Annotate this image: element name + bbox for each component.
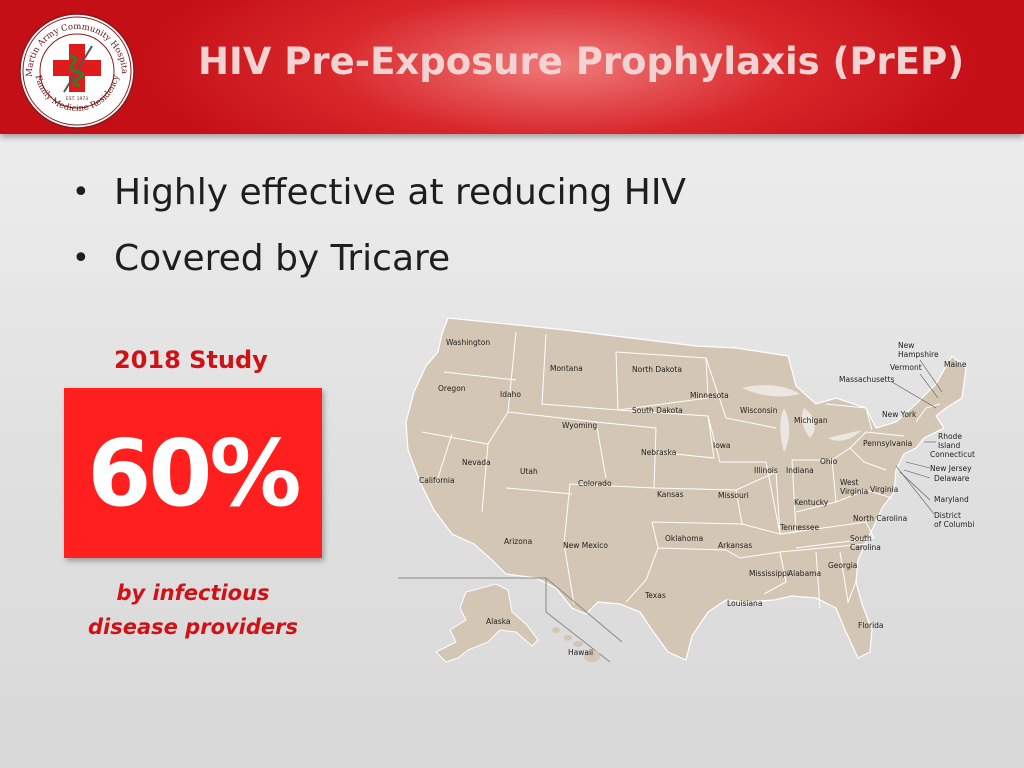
state-label: Carolina — [850, 543, 881, 552]
study-label: 2018 Study — [114, 346, 268, 374]
state-label: Nevada — [462, 458, 491, 467]
hospital-logo: Martin Army Community Hospital Family Me… — [18, 12, 135, 129]
state-label: Pennsylvania — [863, 439, 912, 448]
state-label: Utah — [520, 467, 538, 476]
bullet-icon: • — [72, 241, 90, 276]
state-label: Kentucky — [794, 498, 829, 507]
state-label: Connecticut — [930, 450, 975, 459]
state-label: Nebraska — [641, 448, 676, 457]
stat-value: 60% — [87, 419, 301, 527]
state-label: South — [850, 534, 872, 543]
state-label: Illinois — [754, 466, 778, 475]
map-alaska — [435, 583, 539, 663]
state-label: Tennessee — [779, 523, 819, 532]
us-states-map: Washington Oregon California Idaho Nevad… — [398, 317, 975, 663]
state-label: Georgia — [828, 561, 857, 570]
logo-est-text: EST. 1973 — [66, 96, 88, 102]
state-label: Delaware — [934, 474, 970, 483]
state-label: Virginia — [840, 487, 868, 496]
state-label: Missouri — [718, 491, 749, 500]
caption-line: disease providers — [87, 615, 299, 639]
state-label: Indiana — [786, 466, 814, 475]
state-label: California — [419, 476, 455, 485]
state-label: New Jersey — [930, 464, 972, 473]
bullet-text: Covered by Tricare — [114, 238, 451, 279]
lake-michigan — [780, 408, 790, 452]
lake-erie — [828, 430, 862, 441]
state-label: Maine — [944, 360, 967, 369]
bullet-item: • Highly effective at reducing HIV — [72, 168, 686, 234]
state-label: Arkansas — [718, 541, 752, 550]
state-label: Texas — [644, 591, 666, 600]
state-label: Mississippi — [749, 569, 789, 578]
state-label: West — [840, 478, 858, 487]
state-label: Wyoming — [562, 421, 597, 430]
lake-huron — [802, 408, 815, 438]
state-label: Colorado — [578, 479, 612, 488]
bullet-text: Highly effective at reducing HIV — [114, 172, 687, 213]
state-label: Alabama — [788, 569, 821, 578]
state-label: New York — [882, 410, 917, 419]
map-hawaii — [552, 627, 600, 662]
state-label: Washington — [446, 338, 490, 347]
state-label: Virginia — [870, 485, 898, 494]
state-label: Alaska — [486, 617, 511, 626]
state-label: Maryland — [934, 495, 969, 504]
header-banner: Martin Army Community Hospital Family Me… — [0, 0, 1024, 134]
state-label: Florida — [858, 621, 884, 630]
leader-lines — [891, 359, 943, 515]
stat-caption: by infectious disease providers — [64, 576, 322, 644]
stat-box: 60% — [64, 388, 322, 558]
state-label: Hampshire — [898, 350, 939, 359]
map-borders — [421, 331, 941, 609]
state-label: North Dakota — [632, 365, 682, 374]
caption-line: by infectious — [116, 581, 270, 605]
bullet-item: • Covered by Tricare — [72, 234, 686, 300]
state-label: Rhode — [938, 432, 962, 441]
state-label: North Carolina — [853, 514, 907, 523]
state-label: Vermont — [890, 363, 922, 372]
lake-superior — [742, 385, 800, 397]
state-label: Louisiana — [727, 599, 762, 608]
state-label: of Columbi — [934, 520, 974, 529]
state-label: New Mexico — [563, 541, 608, 550]
state-label: Minnesota — [690, 391, 729, 400]
state-label: Idaho — [500, 390, 521, 399]
slide-title: HIV Pre-Exposure Prophylaxis (PrEP) — [198, 40, 965, 83]
state-label: Iowa — [713, 441, 731, 450]
state-label: Arizona — [504, 537, 532, 546]
state-label: Ohio — [820, 457, 838, 466]
state-label: Hawaii — [568, 648, 593, 657]
state-label: District — [934, 511, 961, 520]
state-label: Michigan — [794, 416, 828, 425]
state-labels: Washington Oregon California Idaho Nevad… — [419, 338, 975, 657]
state-label: Wisconsin — [740, 406, 778, 415]
state-label: Massachusetts — [839, 375, 895, 384]
state-label: Oklahoma — [665, 534, 703, 543]
inset-divider — [545, 578, 611, 663]
bullet-list: • Highly effective at reducing HIV • Cover… — [72, 168, 686, 300]
state-label: Oregon — [438, 384, 466, 393]
bullet-icon: • — [72, 175, 90, 210]
state-label: South Dakota — [632, 406, 683, 415]
state-label: New — [898, 341, 914, 350]
state-label: Island — [938, 441, 961, 450]
state-label: Montana — [550, 364, 583, 373]
state-label: Kansas — [657, 490, 684, 499]
